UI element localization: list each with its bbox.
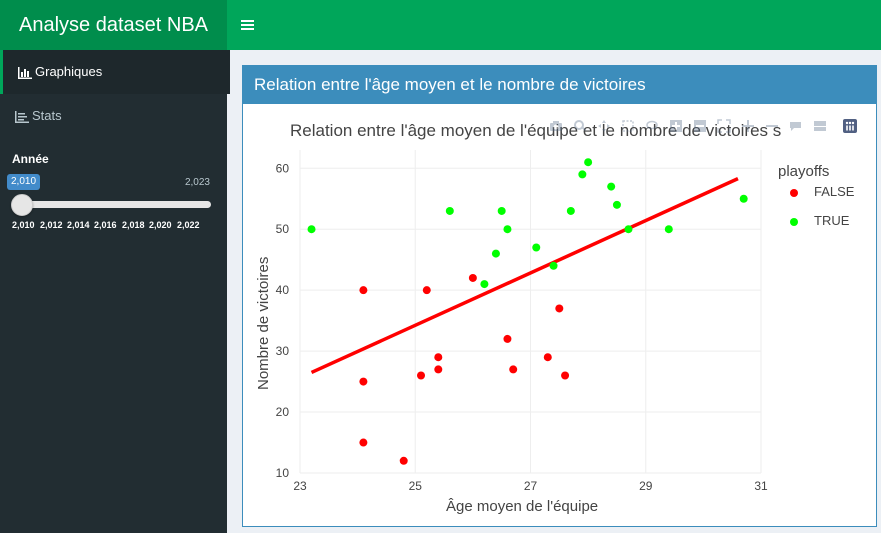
plotly-logo-icon[interactable] — [843, 119, 857, 133]
hamburger-icon[interactable] — [241, 13, 255, 37]
point-true — [607, 182, 616, 191]
x-tick-label: 27 — [524, 479, 538, 493]
y-tick-label: 50 — [276, 222, 290, 236]
line-chart-icon — [15, 110, 29, 123]
pan-icon[interactable] — [597, 119, 611, 133]
slider-tick-label: 2,012 — [40, 220, 63, 230]
slider-tick-label: 2,016 — [94, 220, 117, 230]
y-tick-label: 20 — [276, 405, 290, 419]
point-true — [739, 194, 748, 203]
lasso-icon[interactable] — [645, 119, 659, 133]
point-true — [624, 225, 633, 234]
points-layer — [307, 158, 748, 465]
zoom-in-icon[interactable] — [669, 119, 683, 133]
point-true — [497, 206, 506, 215]
point-false — [555, 304, 564, 313]
plot-grid — [299, 150, 762, 474]
x-tick-label: 23 — [293, 479, 307, 493]
x-tick-label: 29 — [639, 479, 653, 493]
slider-max-value: 2,023 — [184, 177, 210, 188]
plot-modebar — [549, 119, 861, 137]
trend-line-layer — [310, 177, 739, 375]
slider-current-value: 2,010 — [7, 174, 41, 190]
x-axis-title: Âge moyen de l'équipe — [446, 498, 599, 515]
top-navbar — [227, 0, 881, 50]
year-slider[interactable]: 2,010 2,023 2,010 2,012 2,014 2,016 2,01… — [7, 174, 217, 234]
point-false — [434, 353, 443, 362]
hover-closest-icon[interactable] — [789, 119, 803, 133]
point-true — [491, 249, 500, 258]
zoom-out-icon[interactable] — [693, 119, 707, 133]
point-true — [612, 200, 621, 209]
point-true — [584, 158, 593, 167]
legend-title: playoffs — [778, 163, 830, 180]
x-tick-label: 25 — [409, 479, 423, 493]
point-false — [503, 334, 512, 343]
legend-marker — [790, 188, 798, 197]
point-true — [445, 206, 454, 215]
legend-label: FALSE — [814, 184, 855, 199]
plot-title: Relation entre l'âge moyen de l'équipe e… — [290, 121, 782, 140]
point-true — [307, 225, 316, 234]
year-filter-label: Année — [12, 152, 49, 166]
sidebar: Graphiques Stats Année 2,010 2,023 2,010… — [0, 50, 230, 533]
slider-tick-label: 2,018 — [122, 220, 145, 230]
spike-lines-icon[interactable] — [765, 119, 779, 133]
point-false — [561, 371, 570, 380]
sidebar-item-label: Graphiques — [35, 64, 103, 79]
point-false — [359, 377, 368, 386]
trend-line — [310, 177, 739, 375]
sidebar-item-label: Stats — [32, 108, 62, 123]
point-false — [422, 286, 431, 295]
slider-ticks: 2,010 2,012 2,014 2,016 2,018 2,020 2,02… — [7, 220, 217, 234]
reset-axes-icon[interactable] — [741, 119, 755, 133]
y-tick-label: 60 — [276, 161, 290, 175]
zoom-icon[interactable] — [573, 119, 587, 133]
box-title: Relation entre l'âge moyen et le nombre … — [254, 75, 646, 94]
slider-handle[interactable] — [11, 194, 33, 216]
point-true — [549, 261, 558, 270]
point-false — [399, 456, 408, 465]
slider-track[interactable] — [15, 201, 211, 208]
camera-icon[interactable] — [549, 119, 563, 133]
x-tick-label: 31 — [754, 479, 768, 493]
point-true — [578, 170, 587, 179]
point-false — [543, 353, 552, 362]
point-true — [566, 206, 575, 215]
sidebar-item-stats[interactable]: Stats — [0, 94, 227, 138]
autoscale-icon[interactable] — [717, 119, 731, 133]
point-false — [468, 273, 477, 282]
app-title: Analyse dataset NBA — [19, 14, 208, 36]
y-tick-label: 30 — [276, 344, 290, 358]
point-true — [664, 225, 673, 234]
point-false — [509, 365, 518, 374]
legend-item-false[interactable]: FALSE — [790, 184, 854, 199]
bar-chart-icon — [18, 66, 32, 79]
point-true — [480, 280, 489, 289]
legend-label: TRUE — [814, 213, 850, 228]
y-tick-label: 40 — [276, 283, 290, 297]
axis-ticks: 23 25 27 29 31 10 20 30 40 50 60 — [276, 161, 768, 493]
legend-marker — [790, 217, 798, 226]
legend-item-true[interactable]: TRUE — [790, 213, 849, 228]
point-true — [503, 225, 512, 234]
box-header: Relation entre l'âge moyen et le nombre … — [243, 66, 876, 104]
slider-tick-label: 2,010 — [12, 220, 35, 230]
point-false — [417, 371, 426, 380]
y-tick-label: 10 — [276, 466, 290, 480]
app-logo[interactable]: Analyse dataset NBA — [0, 0, 227, 50]
point-false — [434, 365, 443, 374]
y-axis-title: Nombre de victoires — [255, 256, 272, 390]
slider-tick-label: 2,020 — [149, 220, 172, 230]
point-false — [359, 286, 368, 295]
scatter-plot[interactable]: 23 25 27 29 31 10 20 30 40 50 60 — [243, 150, 773, 495]
slider-tick-label: 2,014 — [67, 220, 90, 230]
box-select-icon[interactable] — [621, 119, 635, 133]
point-true — [532, 243, 541, 252]
sidebar-item-graphiques[interactable]: Graphiques — [0, 50, 230, 94]
chart-box: Relation entre l'âge moyen et le nombre … — [242, 65, 877, 527]
slider-tick-label: 2,022 — [177, 220, 200, 230]
point-false — [359, 438, 368, 447]
hover-compare-icon[interactable] — [813, 119, 827, 133]
